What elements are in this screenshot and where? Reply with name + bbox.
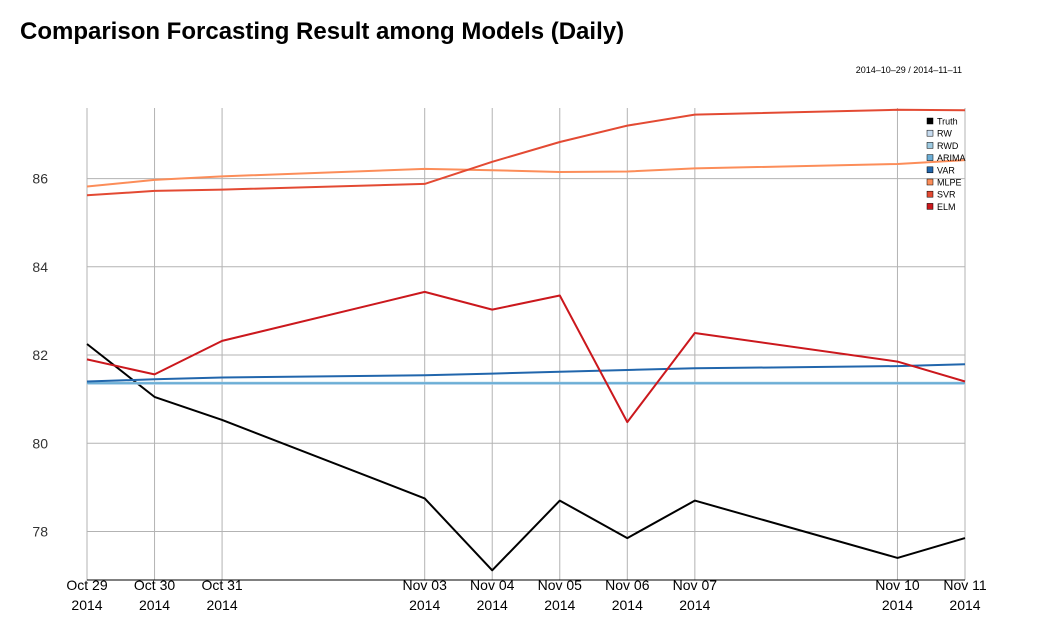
series-line-truth xyxy=(86,343,966,572)
legend-label-arima: ARIMA xyxy=(937,153,966,163)
x-tick-label: Oct 29 xyxy=(66,577,107,593)
legend-swatch-rw xyxy=(926,129,934,137)
x-tick-year: 2014 xyxy=(679,597,710,613)
x-tick-label: Nov 05 xyxy=(538,577,583,593)
legend-swatch-truth xyxy=(926,117,934,125)
legend-label-rwd: RWD xyxy=(937,141,959,151)
series-line-elm xyxy=(86,290,966,424)
x-tick-year: 2014 xyxy=(544,597,575,613)
y-tick-label: 82 xyxy=(32,347,48,363)
legend-swatch-svr xyxy=(926,190,934,198)
series-line-svr xyxy=(86,108,966,197)
legend-label-var: VAR xyxy=(937,165,955,175)
x-tick-label: Nov 10 xyxy=(875,577,920,593)
legend-swatch-mlpe xyxy=(926,178,934,186)
legend-swatch-arima xyxy=(926,154,934,161)
x-tick-year: 2014 xyxy=(409,597,440,613)
legend-swatch-var xyxy=(926,166,934,174)
x-tick-label: Oct 30 xyxy=(134,577,175,593)
legend-label-truth: Truth xyxy=(937,117,958,127)
legend-label-mlpe: MLPE xyxy=(937,178,962,188)
x-tick-year: 2014 xyxy=(71,597,102,613)
x-tick-year: 2014 xyxy=(477,597,508,613)
y-tick-label: 86 xyxy=(32,171,48,187)
x-tick-label: Oct 31 xyxy=(201,577,242,593)
x-tick-year: 2014 xyxy=(139,597,170,613)
legend-swatch-elm xyxy=(926,203,934,210)
legend-label-svr: SVR xyxy=(937,190,956,200)
x-tick-label: Nov 07 xyxy=(673,577,718,593)
x-tick-year: 2014 xyxy=(949,597,980,613)
y-tick-label: 84 xyxy=(32,259,48,275)
x-tick-label: Nov 06 xyxy=(605,577,650,593)
y-tick-label: 78 xyxy=(32,523,48,539)
series-line-mlpe xyxy=(86,159,966,188)
y-tick-label: 80 xyxy=(32,435,48,451)
x-tick-year: 2014 xyxy=(882,597,913,613)
legend-swatch-rwd xyxy=(926,142,934,149)
chart-subtitle: 2014–10–29 / 2014–11–11 xyxy=(855,65,962,75)
series-line-var xyxy=(86,363,966,383)
x-tick-label: Nov 11 xyxy=(943,577,987,593)
legend-label-elm: ELM xyxy=(937,202,956,212)
x-tick-label: Nov 03 xyxy=(403,577,448,593)
x-tick-year: 2014 xyxy=(612,597,643,613)
legend-label-rw: RW xyxy=(937,129,952,139)
chart-title: Comparison Forcasting Result among Model… xyxy=(20,18,625,45)
x-tick-year: 2014 xyxy=(206,597,237,613)
x-tick-label: Nov 04 xyxy=(470,577,515,593)
